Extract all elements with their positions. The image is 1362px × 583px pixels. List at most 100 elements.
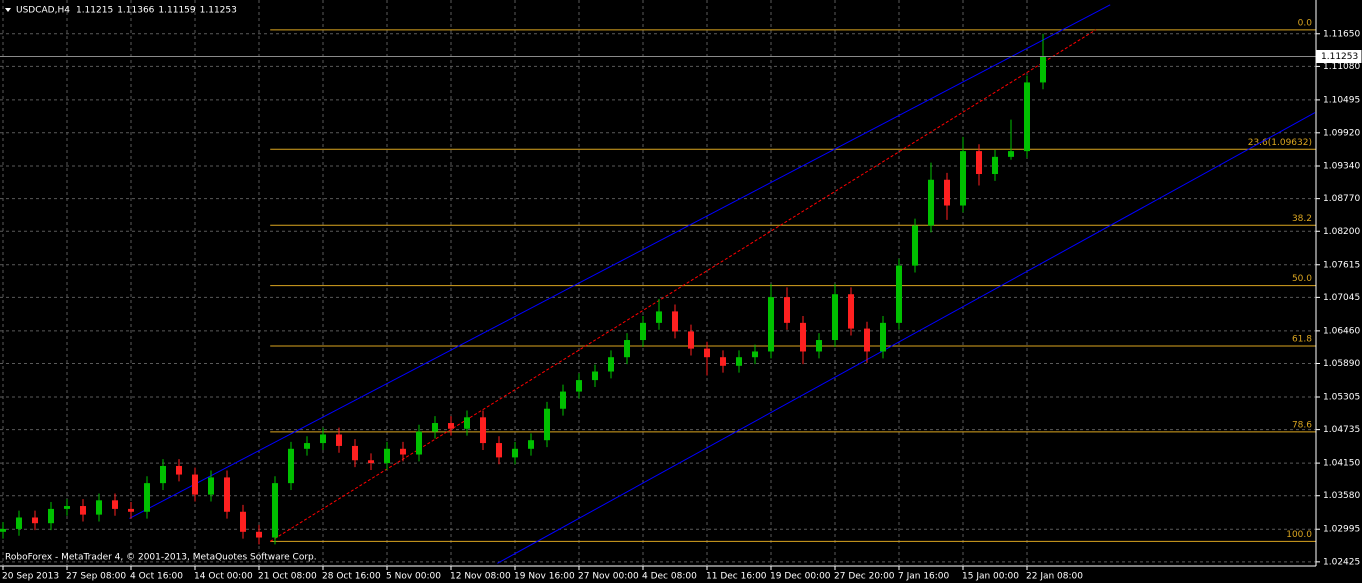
candle-body xyxy=(144,483,150,512)
candle-body xyxy=(0,528,6,532)
candle-body xyxy=(1008,151,1014,157)
y-tick-label: 1.07615 xyxy=(1323,260,1360,270)
y-tick-label: 1.06460 xyxy=(1323,326,1360,336)
y-tick-label: 1.05305 xyxy=(1323,392,1360,402)
y-tick-label: 1.08770 xyxy=(1323,194,1360,204)
current-price-label: 1.11253 xyxy=(1321,52,1358,62)
candle-body xyxy=(912,225,918,266)
candle-body xyxy=(544,408,550,441)
candle-body xyxy=(432,423,438,432)
candle-body xyxy=(240,511,246,532)
x-tick-label: 12 Nov 08:00 xyxy=(450,572,511,582)
x-tick-label: 19 Nov 16:00 xyxy=(514,572,575,582)
trendline xyxy=(129,4,1111,519)
y-tick-label: 1.11080 xyxy=(1323,62,1360,72)
candle-body xyxy=(368,460,374,464)
x-tick-label: 27 Sep 08:00 xyxy=(66,572,126,582)
candle-body xyxy=(736,357,742,366)
trendline xyxy=(269,29,1097,542)
candle-body xyxy=(880,322,886,352)
candle-body xyxy=(64,506,70,509)
candle-body xyxy=(160,465,166,484)
fibo-label: 38.2 xyxy=(1292,214,1312,224)
ohlc-value: 1.11215 xyxy=(76,6,113,16)
candle-body xyxy=(1024,82,1030,152)
candle-body xyxy=(448,423,454,429)
y-tick-label: 1.10495 xyxy=(1323,95,1360,105)
y-tick-label: 1.11650 xyxy=(1323,29,1360,39)
candle-body xyxy=(1040,56,1046,83)
candle-body xyxy=(80,506,86,515)
x-tick-label: 4 Dec 08:00 xyxy=(642,572,697,582)
candle-body xyxy=(640,322,646,341)
x-tick-label: 7 Jan 16:00 xyxy=(898,572,950,582)
candle-body xyxy=(864,328,870,352)
x-tick-label: 15 Jan 00:00 xyxy=(962,572,1019,582)
candle-body xyxy=(656,311,662,323)
candle-body xyxy=(384,448,390,464)
x-tick-label: 27 Nov 00:00 xyxy=(578,572,639,582)
symbol-title: USDCAD,H4 xyxy=(16,6,70,16)
candle-body xyxy=(688,331,694,349)
x-tick-label: 14 Oct 00:00 xyxy=(194,572,253,582)
candle-body xyxy=(992,156,998,175)
ohlc-value: 1.11253 xyxy=(200,6,237,16)
candle-body xyxy=(784,297,790,323)
fibo-label: 100.0 xyxy=(1286,530,1312,540)
y-tick-label: 1.08200 xyxy=(1323,227,1360,237)
candle-body xyxy=(96,500,102,515)
candle-body xyxy=(416,431,422,455)
candle-body xyxy=(608,357,614,372)
y-tick-label: 1.02425 xyxy=(1323,557,1360,567)
candle-body xyxy=(528,440,534,449)
candle-body xyxy=(48,508,54,524)
x-tick-label: 5 Nov 00:00 xyxy=(386,572,441,582)
candle-body xyxy=(192,474,198,495)
candle-body xyxy=(16,517,22,529)
candle-body xyxy=(32,517,38,524)
candle-body xyxy=(576,380,582,392)
x-tick-label: 21 Oct 08:00 xyxy=(258,572,317,582)
candle-body xyxy=(896,265,902,323)
x-tick-label: 22 Jan 08:00 xyxy=(1026,572,1083,582)
y-tick-label: 1.03580 xyxy=(1323,491,1360,501)
footer: RoboForex - MetaTrader 4, © 2001-2013, M… xyxy=(5,553,317,563)
y-tick-label: 1.07045 xyxy=(1323,293,1360,303)
candle-body xyxy=(816,340,822,352)
y-tick-label: 1.09340 xyxy=(1323,162,1360,172)
y-tick-label: 1.05890 xyxy=(1323,359,1360,369)
candle-body xyxy=(496,443,502,458)
fibo-label: 0.0 xyxy=(1298,18,1313,28)
y-tick-label: 1.04735 xyxy=(1323,425,1360,435)
y-tick-label: 1.02995 xyxy=(1323,525,1360,535)
candle-body xyxy=(304,443,310,449)
candle-body xyxy=(976,151,982,175)
candle-body xyxy=(224,477,230,512)
fibo-label: 50.0 xyxy=(1292,274,1312,284)
candle-body xyxy=(480,417,486,444)
candle-body xyxy=(464,417,470,429)
candle-body xyxy=(832,294,838,341)
candle-body xyxy=(592,371,598,381)
fibo-label: 23.6(1.09632) xyxy=(1248,138,1312,148)
candle-body xyxy=(944,179,950,206)
candle-body xyxy=(928,179,934,226)
candle-body xyxy=(752,351,758,358)
candle-body xyxy=(112,500,118,509)
candle-body xyxy=(512,448,518,458)
fibo-label: 61.8 xyxy=(1292,334,1312,344)
candle-body xyxy=(288,448,294,484)
x-tick-label: 19 Dec 00:00 xyxy=(770,572,831,582)
candle-body xyxy=(128,508,134,512)
candle-body xyxy=(400,448,406,455)
candle-body xyxy=(624,340,630,358)
candle-body xyxy=(272,483,278,538)
x-tick-label: 28 Oct 16:00 xyxy=(322,572,381,582)
x-tick-label: 20 Sep 2013 xyxy=(2,572,59,582)
ohlc-value: 1.11159 xyxy=(158,6,195,16)
trendline xyxy=(497,112,1316,564)
candle-body xyxy=(560,391,566,409)
current-price-box xyxy=(1316,50,1362,63)
candle-body xyxy=(704,348,710,358)
candle-body xyxy=(720,357,726,366)
